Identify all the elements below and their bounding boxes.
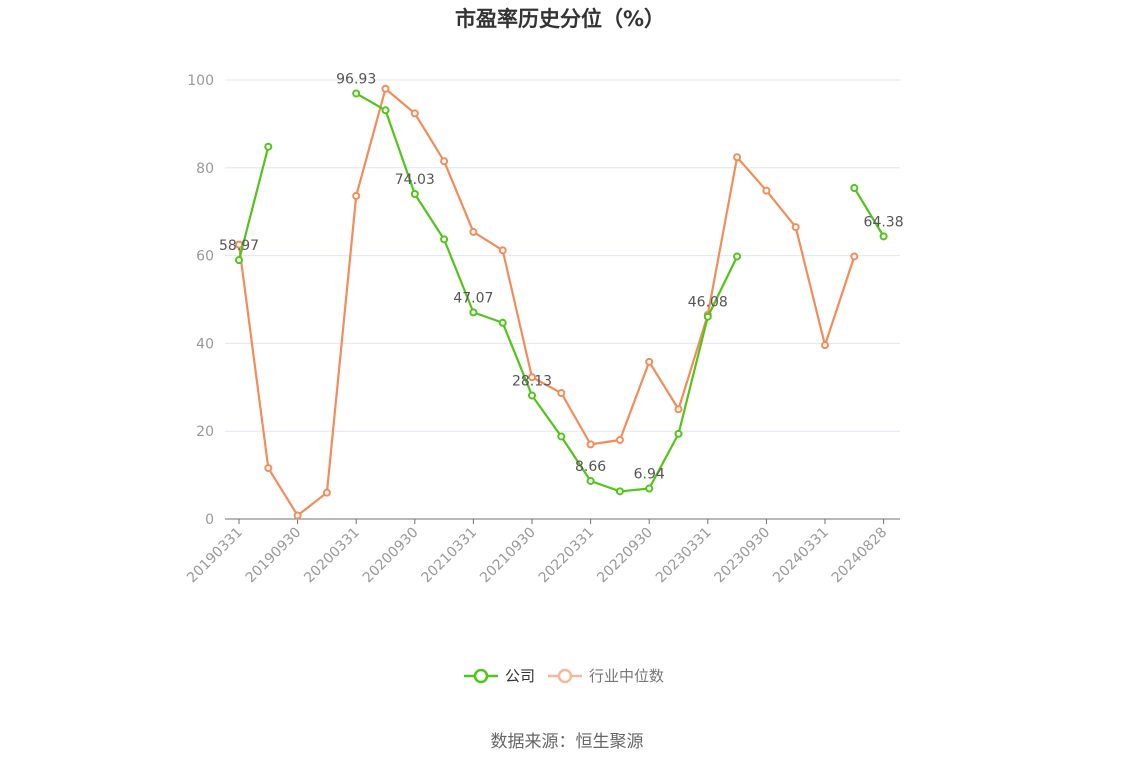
legend-marker: [557, 668, 573, 684]
data-point-industry: [528, 373, 536, 382]
x-tick-label: 20230331: [653, 525, 715, 587]
data-point-industry: [410, 109, 419, 118]
data-point-industry: [821, 341, 829, 350]
grid: [225, 79, 900, 432]
data-point-company: [703, 312, 712, 321]
series-line-industry: [237, 87, 856, 517]
data-point-industry: [322, 488, 331, 497]
x-tick-label: 20200930: [360, 525, 422, 587]
data-point-company: [440, 235, 449, 244]
data-point-company: [235, 256, 243, 265]
legend[interactable]: 公司 行业中位数: [464, 667, 664, 685]
legend-marker: [473, 668, 489, 684]
y-tick-label: 20: [196, 424, 214, 440]
data-label: 46.08: [688, 295, 728, 311]
data-point-industry: [645, 357, 654, 366]
y-tick-label: 80: [196, 161, 214, 177]
legend-item-industry[interactable]: 行业中位数: [548, 667, 664, 685]
data-point-company: [850, 183, 859, 192]
data-labels: 58.97 96.93 74.03 47.07 28.13 8.66 6.94 46.08 64…: [219, 71, 904, 482]
data-point-company: [528, 391, 536, 400]
data-point-company: [264, 142, 273, 151]
series-line-company: [853, 187, 885, 237]
data-point-company: [381, 106, 390, 115]
data-point-company: [879, 232, 888, 241]
data-point-industry: [498, 246, 507, 255]
data-point-industry: [586, 440, 595, 449]
data-point-company: [615, 487, 624, 496]
x-tick-label: 20220331: [536, 525, 598, 587]
data-point-industry: [293, 511, 302, 520]
data-point-industry: [615, 435, 624, 444]
data-point-industry: [850, 252, 859, 261]
data-point-company: [645, 484, 654, 493]
data-point-company: [352, 89, 361, 98]
data-point-industry: [381, 84, 390, 93]
y-tick-label: 40: [196, 336, 214, 352]
data-point-industry: [264, 464, 273, 473]
x-tick-label: 20240828: [829, 525, 891, 587]
data-label: 96.93: [336, 71, 376, 87]
data-label: 8.66: [575, 459, 606, 475]
data-label: 6.94: [634, 467, 665, 483]
series-line-company: [355, 92, 739, 493]
data-point-company: [586, 476, 595, 485]
chart-title: 市盈率历史分位（%）: [455, 7, 665, 31]
data-point-industry: [674, 405, 683, 414]
data-label: 58.97: [219, 238, 259, 254]
series-line-company: [237, 146, 270, 261]
data-label: 28.13: [512, 374, 552, 390]
x-tick-label: 20230930: [712, 525, 774, 587]
data-point-company: [557, 432, 566, 441]
y-tick-label: 60: [196, 249, 214, 265]
legend-label: 公司: [505, 667, 535, 685]
x-tick-label: 20200331: [301, 525, 363, 587]
x-tick-label: 20210930: [477, 525, 539, 587]
data-point-industry: [733, 153, 742, 162]
x-tick-label: 20240331: [770, 525, 832, 587]
data-label: 64.38: [864, 214, 904, 230]
x-tick-label: 20190930: [243, 525, 305, 587]
data-point-company: [469, 308, 478, 317]
data-source: 数据来源：恒生聚源: [491, 732, 644, 752]
data-point-industry: [440, 157, 449, 166]
legend-label: 行业中位数: [589, 667, 664, 685]
data-point-industry: [352, 191, 361, 200]
y-tick-label: 100: [187, 73, 214, 89]
x-tick-label: 20190331: [184, 525, 246, 587]
data-point-industry: [762, 186, 771, 195]
data-point-company: [498, 318, 507, 327]
axes: 0 20 40 60 80 100 2019033120190930202003312020…: [184, 73, 900, 586]
data-point-industry: [791, 223, 800, 232]
x-tick-label: 20210331: [419, 525, 481, 587]
data-point-company: [674, 429, 683, 438]
data-point-company: [733, 252, 742, 261]
data-point-industry: [557, 389, 566, 398]
data-label: 74.03: [395, 172, 435, 188]
data-point-industry: [469, 227, 478, 236]
series-lines: [235, 84, 888, 520]
data-point-company: [410, 190, 419, 199]
legend-item-company[interactable]: 公司: [464, 667, 535, 685]
data-label: 47.07: [453, 290, 493, 306]
y-tick-label: 0: [205, 512, 214, 528]
x-tick-label: 20220930: [594, 525, 656, 587]
